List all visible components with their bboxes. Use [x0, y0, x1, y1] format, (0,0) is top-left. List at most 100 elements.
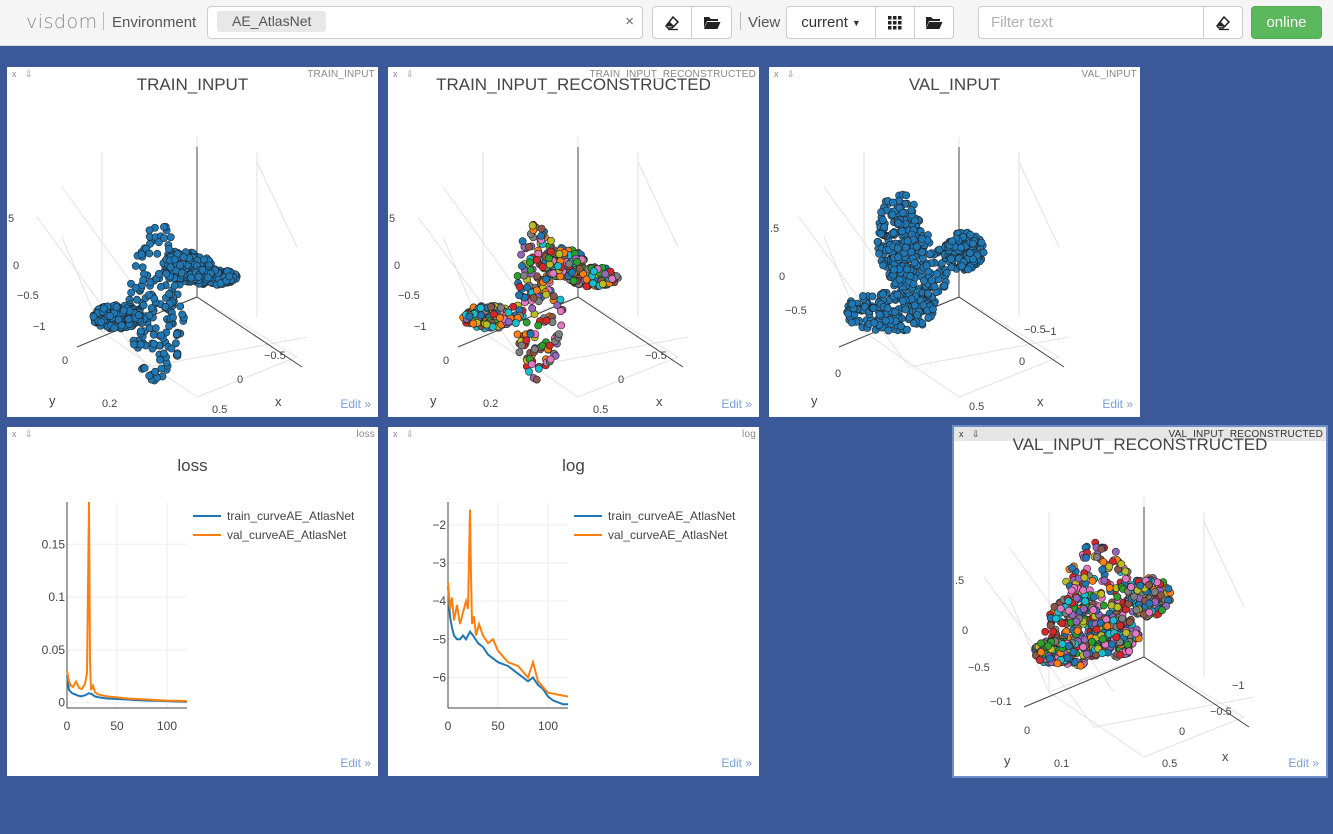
scatter3d-points: [459, 220, 622, 384]
y-axis-label: y: [811, 393, 818, 408]
pane-log-chart[interactable]: 0 50 100 −2 −3 −4 −5 −6 train_curveAE_AtlasNet va…: [388, 427, 759, 776]
axis-tick-label: −0.5: [17, 290, 39, 302]
download-pane-icon[interactable]: ⇩: [25, 69, 33, 79]
repack-layout-button[interactable]: [875, 6, 915, 39]
download-pane-icon[interactable]: ⇩: [406, 69, 414, 79]
line-chart[interactable]: 0 50 100 −2 −3 −4 −5 −6: [388, 427, 759, 776]
axis-tick-label: −0.1: [990, 696, 1012, 708]
scatter3d-plot[interactable]: .50−0.500.50−0.5−1y x: [769, 67, 1140, 417]
axis-tick-label: 0.2: [483, 398, 498, 410]
pane-loss-chart[interactable]: 0 50 100 0 0.05 0.1 0.15 train_curveAE_AtlasNet…: [7, 427, 378, 776]
filter-text-input[interactable]: [978, 6, 1204, 39]
pane-bar-title: VAL_INPUT: [1081, 69, 1137, 80]
scatter3d-plot[interactable]: .5 0 −0.5 −0.1 0 0.1 0.5 0 −0.5 −1 y x: [954, 427, 1326, 776]
plot-title: VAL_INPUT: [908, 75, 1001, 94]
axis-tick-label: −0.5: [264, 350, 286, 362]
y-axis-label: y: [1004, 753, 1011, 768]
legend-item[interactable]: train_curveAE_AtlasNet: [193, 506, 354, 525]
pane-val-input[interactable]: .5 0 −0.5 0 0.5 0 −0.5 −1 y x x ⇩ VAL_INPUT VAL_INPUT…: [769, 67, 1140, 417]
x-tick-label: 0: [64, 719, 71, 733]
clear-filter-button[interactable]: [1203, 6, 1243, 39]
y-tick-label: −3: [432, 556, 446, 570]
environment-select[interactable]: AE_AtlasNet ×: [207, 6, 643, 39]
brand-logo[interactable]: visdom: [26, 11, 98, 33]
x-axis-label: x: [1037, 394, 1044, 409]
axis-tick-label: 0: [835, 368, 841, 380]
pane-toolbar: x ⇩ log: [388, 427, 759, 441]
manage-env-button[interactable]: [691, 6, 732, 39]
edit-chart-link[interactable]: Edit »: [340, 397, 371, 411]
edit-chart-link[interactable]: Edit »: [721, 756, 752, 770]
grid-icon: [888, 15, 902, 29]
pane-val-input-reconstructed[interactable]: .5 0 −0.5 −0.1 0 0.1 0.5 0 −0.5 −1 y x x ⇩ VAL_INPUT_R…: [952, 425, 1328, 778]
legend-item[interactable]: train_curveAE_AtlasNet: [574, 506, 735, 525]
environment-label: Environment: [112, 14, 197, 31]
axis-tick-label: .5: [955, 575, 964, 587]
pane-train-input-reconstructed[interactable]: 5 0 −0.5 −1 0 0.2 0.5 0 −0.5 y x x ⇩ TRAIN_INPUT_RECO…: [388, 67, 759, 417]
connection-status-badge[interactable]: online: [1251, 6, 1322, 39]
x-tick-label: 0: [445, 719, 452, 733]
scatter3d-plot[interactable]: 5 0 −0.5 −1 0 0.2 0.5 0 −0.5 y x: [7, 67, 378, 417]
legend-item[interactable]: val_curveAE_AtlasNet: [193, 525, 354, 544]
folder-open-icon: [926, 17, 943, 29]
download-pane-icon[interactable]: ⇩: [25, 429, 33, 439]
manage-views-button[interactable]: [914, 6, 954, 39]
x-tick-label: 100: [157, 719, 177, 733]
line-chart[interactable]: 0 50 100 0 0.05 0.1 0.15: [7, 427, 378, 776]
close-pane-icon[interactable]: x: [12, 69, 17, 79]
download-pane-icon[interactable]: ⇩: [787, 69, 795, 79]
edit-chart-link[interactable]: Edit »: [1102, 397, 1133, 411]
view-dropdown[interactable]: current ▼: [786, 6, 876, 39]
eraser-icon: [665, 15, 680, 30]
pane-train-input[interactable]: 5 0 −0.5 −1 0 0.2 0.5 0 −0.5 y x x ⇩ TRAIN_INPUT TRAIN…: [7, 67, 378, 417]
clear-environment-icon[interactable]: ×: [625, 13, 634, 30]
close-pane-icon[interactable]: x: [393, 429, 398, 439]
y-axis-label: y: [430, 393, 437, 408]
edit-chart-link[interactable]: Edit »: [1288, 756, 1319, 770]
axis-tick-label: 0: [13, 260, 19, 272]
environment-chip[interactable]: AE_AtlasNet: [217, 11, 327, 32]
axis-tick-label: 0: [962, 625, 968, 637]
edit-chart-link[interactable]: Edit »: [721, 397, 752, 411]
axis-tick-label: −0.5: [785, 305, 807, 317]
scatter3d-grid: [798, 137, 1070, 398]
folder-open-icon: [703, 17, 720, 29]
x-tick-label: 100: [538, 719, 558, 733]
axis-tick-label: 5: [8, 213, 14, 225]
chart-legend[interactable]: train_curveAE_AtlasNet val_curveAE_AtlasN…: [574, 506, 735, 544]
close-pane-icon[interactable]: x: [959, 429, 964, 439]
axis-tick-label: 0: [618, 374, 624, 386]
clear-env-button[interactable]: [652, 6, 692, 39]
navbar-divider: [103, 12, 104, 30]
scatter3d-points: [843, 190, 988, 335]
close-pane-icon[interactable]: x: [393, 69, 398, 79]
x-axis-label: x: [656, 394, 663, 409]
pane-toolbar: x ⇩ VAL_INPUT_RECONSTRUCTED: [954, 427, 1326, 441]
view-current-value: current: [801, 14, 848, 31]
legend-item[interactable]: val_curveAE_AtlasNet: [574, 525, 735, 544]
close-pane-icon[interactable]: x: [774, 69, 779, 79]
scatter3d-plot[interactable]: 5 0 −0.5 −1 0 0.2 0.5 0 −0.5 y x: [388, 67, 759, 417]
edit-chart-link[interactable]: Edit »: [340, 756, 371, 770]
y-tick-label: −5: [432, 632, 446, 646]
plot-title: log: [562, 456, 585, 475]
axis-tick-label: 0: [237, 374, 243, 386]
download-pane-icon[interactable]: ⇩: [972, 429, 980, 439]
x-tick-label: 50: [491, 719, 505, 733]
pane-toolbar: x ⇩ TRAIN_INPUT: [7, 67, 378, 81]
chart-legend[interactable]: train_curveAE_AtlasNet val_curveAE_AtlasN…: [193, 506, 354, 544]
pane-bar-title: loss: [356, 429, 375, 440]
axis-tick-label: −0.5: [968, 662, 990, 674]
close-pane-icon[interactable]: x: [12, 429, 17, 439]
axis-tick-label: 0: [779, 271, 785, 283]
pane-toolbar: x ⇩ loss: [7, 427, 378, 441]
y-tick-label: −4: [432, 594, 446, 608]
x-axis-label: x: [275, 394, 282, 409]
y-tick-label: 0.15: [42, 537, 66, 551]
download-pane-icon[interactable]: ⇩: [406, 429, 414, 439]
caret-down-icon: ▼: [851, 17, 861, 28]
axis-tick-label: 0: [1024, 725, 1030, 737]
legend-label: val_curveAE_AtlasNet: [227, 527, 347, 542]
axis-tick-label: 0.5: [593, 404, 608, 416]
y-tick-label: 0.05: [42, 643, 66, 657]
